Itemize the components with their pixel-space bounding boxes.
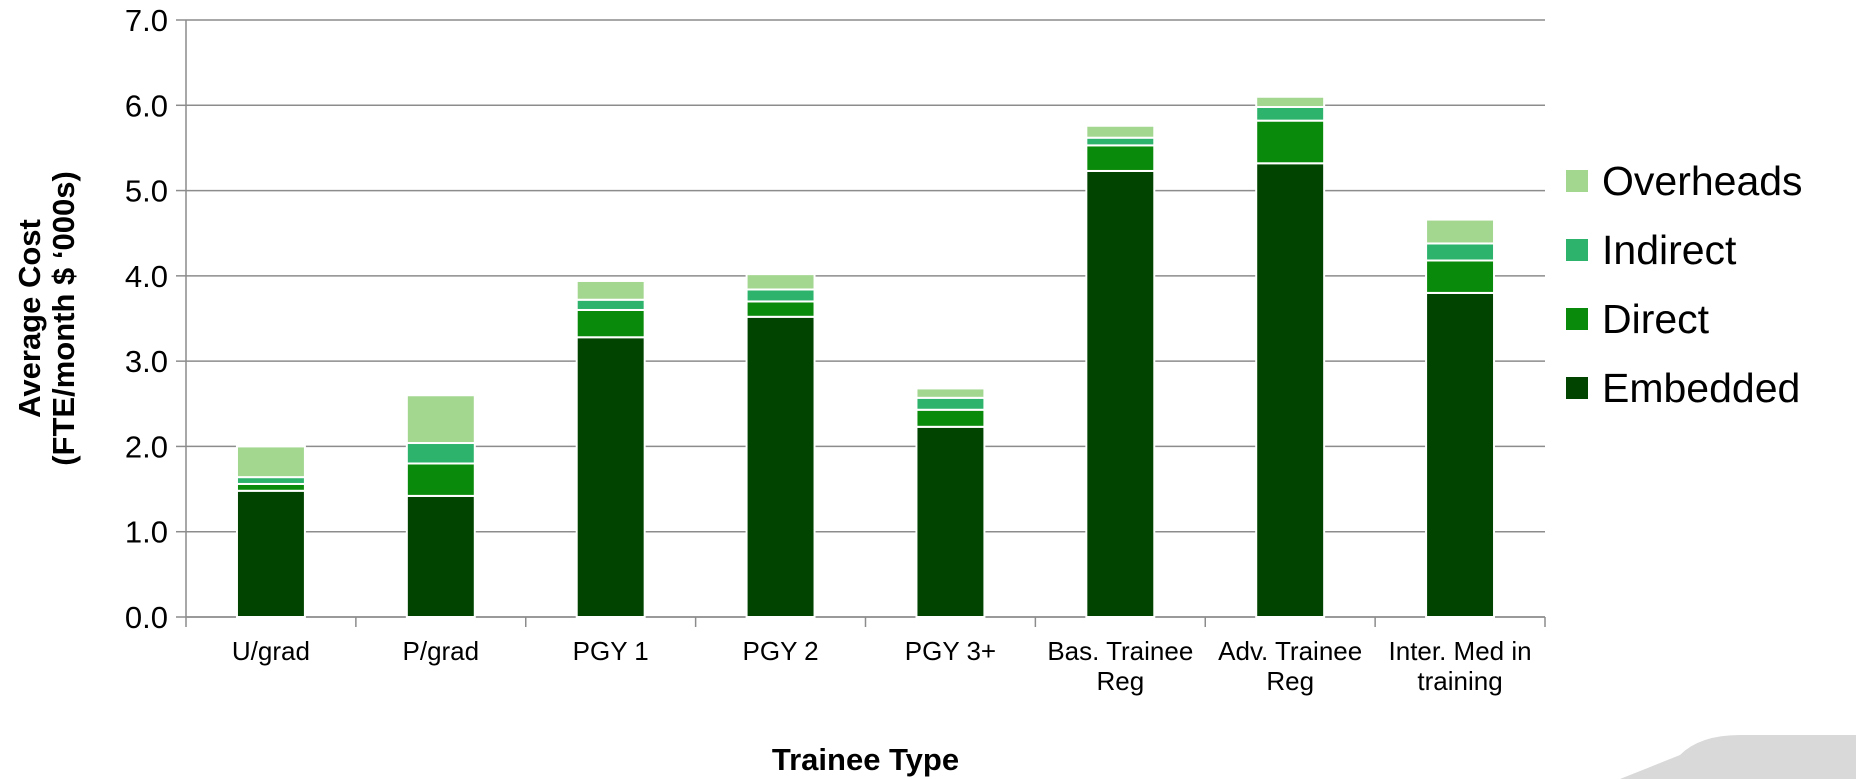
legend-swatch — [1566, 170, 1588, 192]
bar-segment — [745, 315, 816, 618]
x-tick-label: PGY 2 — [743, 636, 819, 666]
legend-label: Indirect — [1602, 227, 1737, 273]
bar-segment — [1425, 291, 1496, 618]
legend-label: Embedded — [1602, 365, 1800, 411]
bar-segment — [235, 445, 306, 479]
bar-segment — [1425, 218, 1496, 245]
y-tick-label: 3.0 — [125, 344, 168, 379]
bar-segment — [405, 442, 476, 465]
legend-swatch — [1566, 308, 1588, 330]
bar-segment — [575, 279, 646, 301]
y-tick-label: 6.0 — [125, 88, 168, 123]
bar-segment — [915, 425, 986, 619]
legend-swatch — [1566, 239, 1588, 261]
bar-segment — [1085, 144, 1156, 172]
decoration — [1620, 735, 1856, 779]
bar-segment — [915, 396, 986, 411]
bar-segment — [1255, 105, 1326, 122]
bar-segment — [1085, 124, 1156, 139]
bar-segment — [745, 300, 816, 318]
bar-segment — [1255, 119, 1326, 165]
y-tick-label: 2.0 — [125, 429, 168, 464]
bar-segment — [235, 476, 306, 485]
y-tick-label: 5.0 — [125, 174, 168, 209]
legend-label: Direct — [1602, 296, 1710, 342]
y-tick-label: 7.0 — [125, 3, 168, 38]
bar-segment — [405, 394, 476, 445]
bar-segment — [1425, 259, 1496, 294]
bar-segment — [1255, 162, 1326, 618]
bar-segment — [1085, 136, 1156, 147]
bar-segment — [575, 298, 646, 311]
bar-segment — [915, 408, 986, 428]
y-tick-label: 1.0 — [125, 515, 168, 550]
x-tick-label: PGY 1 — [573, 636, 649, 666]
x-tick-label: Bas. Trainee Reg — [1047, 636, 1193, 696]
legend-label: Overheads — [1602, 158, 1803, 204]
x-tick-label: PGY 3+ — [905, 636, 996, 666]
bar-segment — [405, 462, 476, 497]
bar-segment — [1425, 242, 1496, 262]
legend-swatch — [1566, 377, 1588, 399]
bar-segment — [575, 336, 646, 618]
bar-segment — [235, 489, 306, 618]
x-tick-label: Adv. Trainee Reg — [1218, 636, 1362, 696]
y-axis-title: Average Cost(FTE/month $ ‘000s) — [12, 171, 81, 466]
x-tick-label: U/grad — [232, 636, 310, 666]
bar-segment — [915, 387, 986, 399]
bar-segment — [1255, 95, 1326, 108]
bar-segment — [1085, 169, 1156, 618]
bar-segment — [235, 482, 306, 492]
x-tick-label: P/grad — [403, 636, 480, 666]
bar-segment — [405, 494, 476, 618]
bar-segment — [745, 288, 816, 303]
bar-segment — [575, 308, 646, 339]
x-tick-label: Inter. Med in training — [1389, 636, 1532, 696]
bar-segment — [745, 273, 816, 291]
y-tick-label: 4.0 — [125, 259, 168, 294]
x-axis-title: Trainee Type — [772, 742, 959, 777]
y-tick-label: 0.0 — [125, 600, 168, 635]
